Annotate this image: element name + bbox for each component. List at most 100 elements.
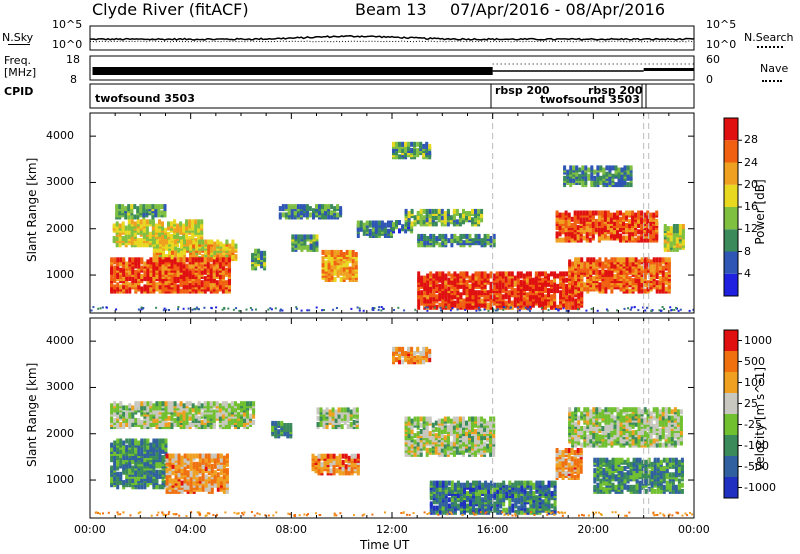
ground-scatter [630, 306, 633, 309]
data-cell [351, 262, 355, 268]
data-cell [655, 257, 659, 263]
data-cell [290, 212, 294, 218]
data-cell [428, 208, 432, 214]
data-cell [501, 283, 505, 289]
data-cell [341, 453, 345, 459]
data-cell [584, 165, 588, 171]
data-cell [180, 243, 184, 249]
data-cell [143, 484, 147, 490]
data-cell [149, 286, 153, 292]
data-cell [164, 261, 168, 267]
ground-scatter [163, 307, 166, 310]
data-cell [203, 280, 207, 286]
data-cell [335, 455, 339, 461]
data-cell [459, 271, 463, 277]
data-cell [257, 259, 261, 265]
data-cell [306, 244, 310, 250]
ground-scatter [235, 307, 238, 310]
data-cell [158, 405, 162, 411]
nave-tick-top: 60 [706, 53, 720, 66]
data-cell [643, 257, 647, 263]
data-cell [619, 233, 622, 239]
data-cell [118, 210, 122, 216]
data-cell [160, 204, 164, 210]
data-cell [179, 257, 183, 263]
data-cell [173, 257, 177, 263]
data-cell [417, 290, 421, 296]
data-cell [195, 476, 199, 482]
ground-scatter [382, 307, 385, 310]
data-cell [315, 240, 319, 246]
data-cell [619, 257, 623, 263]
data-cell [462, 240, 466, 246]
data-cell [590, 165, 594, 171]
data-cell [219, 480, 223, 486]
data-cell [340, 407, 344, 413]
data-cell [492, 238, 496, 244]
data-cell [555, 210, 559, 216]
data-cell [595, 259, 599, 265]
data-cell [119, 267, 123, 273]
data-cell [622, 212, 625, 218]
data-cell [558, 212, 562, 218]
data-cell [525, 292, 529, 298]
data-cell [594, 210, 598, 216]
data-cell [155, 438, 159, 444]
data-cell [610, 257, 614, 263]
data-cell [143, 284, 147, 290]
data-cell [192, 461, 196, 467]
data-cell [319, 407, 323, 413]
data-cell [180, 239, 184, 245]
data-cell [592, 257, 596, 263]
data-cell [619, 237, 622, 243]
data-cell [447, 271, 451, 277]
data-cell [453, 233, 457, 239]
ground-scatter [433, 306, 436, 309]
data-cell [195, 245, 199, 251]
data-cell [243, 401, 246, 407]
data-cell [125, 271, 129, 277]
data-cell [330, 210, 334, 216]
data-cell [210, 488, 214, 494]
data-cell [628, 235, 632, 241]
data-cell [137, 451, 141, 456]
data-cell [600, 221, 604, 226]
data-cell [224, 411, 228, 417]
data-cell [116, 478, 120, 483]
data-cell [519, 279, 523, 285]
data-cell [477, 271, 481, 277]
data-cell [628, 218, 632, 224]
data-cell [113, 401, 117, 407]
data-cell [347, 455, 351, 461]
data-cell [419, 208, 423, 214]
data-cell [312, 208, 315, 214]
data-cell [215, 257, 219, 263]
data-cell [585, 210, 589, 216]
data-cell [327, 249, 331, 255]
data-cell [661, 257, 665, 263]
data-cell [459, 302, 463, 308]
data-cell [210, 239, 214, 245]
data-cell [218, 415, 222, 421]
data-cell [210, 463, 214, 469]
data-cell [168, 461, 172, 467]
data-cell [583, 261, 587, 267]
data-cell [438, 242, 442, 248]
data-cell [116, 282, 120, 288]
data-cell [124, 214, 128, 220]
data-cell [171, 453, 175, 459]
data-cell [672, 228, 676, 234]
data-cell [435, 294, 439, 300]
data-cell [429, 271, 433, 277]
data-cell [165, 254, 168, 260]
data-cell [131, 278, 135, 284]
data-cell [640, 229, 644, 235]
data-cell [134, 278, 138, 284]
data-cell [324, 204, 327, 210]
data-cell [592, 276, 596, 282]
data-cell [112, 223, 116, 229]
data-cell [110, 276, 114, 282]
data-cell [164, 265, 168, 271]
data-cell [589, 257, 593, 263]
data-cell [203, 424, 207, 430]
